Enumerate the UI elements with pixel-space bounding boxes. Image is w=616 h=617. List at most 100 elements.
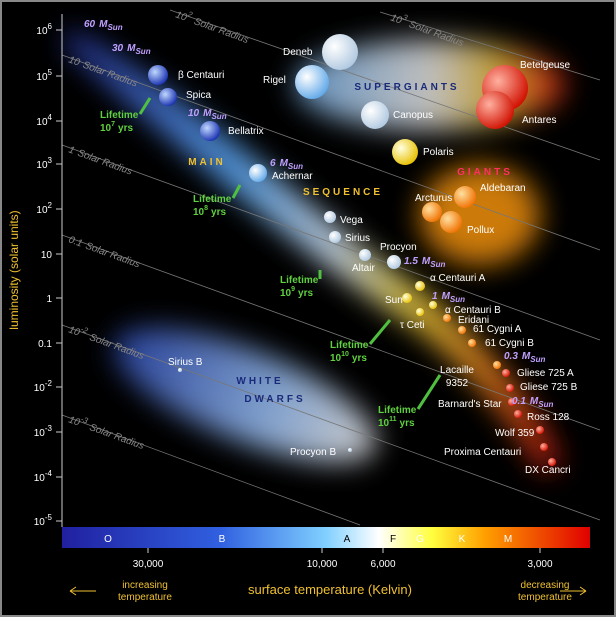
lifetime-value: 1011 yrs	[378, 416, 415, 429]
text-part: 10	[280, 288, 292, 299]
star	[508, 398, 516, 406]
radius-line	[61, 144, 601, 341]
x-axis-label: surface temperature (Kelvin)	[248, 582, 412, 597]
text-part: M	[442, 291, 451, 302]
y-tick-label: 10-3	[34, 424, 53, 439]
text-part: Sun	[288, 162, 303, 171]
x-tick-label: 10,000	[307, 559, 338, 570]
text-part: Sun	[430, 260, 445, 269]
lifetime-label: Lifetime	[330, 340, 369, 351]
star	[159, 88, 177, 106]
lifetime-pointer	[416, 374, 442, 410]
lifetime-pointer	[138, 97, 152, 115]
x-axis-note: temperature	[518, 592, 572, 603]
text-part: Sun	[135, 47, 150, 56]
text-part: M	[99, 19, 108, 30]
text-part: 0.3	[504, 351, 518, 362]
star-label: Lacaille	[440, 365, 474, 376]
y-tick-label: 10	[41, 250, 53, 261]
star	[402, 293, 412, 303]
text-part: 10	[67, 54, 82, 68]
star	[200, 121, 220, 141]
main-sequence-glow	[65, 30, 560, 475]
star	[249, 164, 267, 182]
text-part: 8	[204, 205, 208, 212]
x-tick-label: 6,000	[370, 559, 395, 570]
star-label: α Centauri B	[445, 305, 501, 316]
x-tick-label: 3,000	[527, 559, 552, 570]
spectral-class: M	[504, 534, 512, 545]
star-label: Pollux	[467, 225, 494, 236]
radius-line	[61, 324, 601, 521]
right-arrow	[560, 586, 587, 596]
star-label: Spica	[186, 90, 211, 101]
text-part: -3	[79, 415, 89, 426]
star	[506, 384, 514, 392]
text-part: -2	[45, 379, 53, 388]
text-part: 7	[111, 121, 115, 128]
lifetime-pointer	[368, 319, 392, 345]
star-label: Polaris	[423, 147, 454, 158]
text-part: 10	[100, 123, 112, 134]
lifetime-value: 108 yrs	[193, 205, 226, 218]
text-part: 10	[389, 12, 404, 26]
x-tick-label: 30,000	[133, 559, 164, 570]
star-label: DX Cancri	[525, 465, 571, 476]
text-part: 10	[36, 117, 48, 128]
text-part: 2	[186, 9, 195, 20]
text-part: M	[203, 108, 212, 119]
region-label: DWARFS	[244, 394, 305, 405]
mass-label: 0.3 MSun	[504, 351, 545, 364]
mass-label: 6 MSun	[270, 158, 303, 171]
spectral-class: F	[390, 534, 396, 545]
star-label: 61 Cygni A	[473, 324, 522, 335]
text-part: -3	[45, 424, 53, 433]
star-label: Canopus	[393, 110, 433, 121]
text-part: 3	[48, 156, 53, 165]
star-label: Wolf 359	[495, 428, 535, 439]
text-part: 4	[48, 113, 53, 122]
star-label: Altair	[352, 263, 375, 274]
star-label: Eridani	[458, 315, 489, 326]
star-label: Procyon	[380, 242, 417, 253]
text-part: yrs	[352, 353, 367, 364]
y-tick-label: 10-5	[34, 513, 53, 528]
y-tick-label: 104	[36, 113, 52, 128]
y-tick-label: 105	[36, 68, 52, 83]
star-label: Ross 128	[527, 412, 570, 423]
star-label: β Centauri	[178, 70, 224, 81]
text-part: 60	[84, 19, 96, 30]
text-part: 3	[401, 13, 409, 23]
star-label: Gliese 725 A	[517, 368, 574, 379]
giant-glow	[420, 165, 540, 265]
mass-label: 1 MSun	[432, 291, 465, 304]
text-part: yrs	[211, 207, 226, 218]
star	[178, 368, 182, 372]
text-part: 10	[36, 72, 48, 83]
text-part: 1	[67, 144, 76, 156]
text-part: 1	[432, 291, 438, 302]
star-label: Rigel	[263, 75, 286, 86]
text-part: 6	[48, 22, 53, 31]
lifetime-value: 109 yrs	[280, 286, 313, 299]
text-part: 10	[188, 108, 200, 119]
text-part: 10	[34, 473, 46, 484]
spectral-class: A	[344, 534, 351, 545]
star-label: Bellatrix	[228, 126, 264, 137]
lifetime-label: Lifetime	[280, 275, 319, 286]
star-label: τ Ceti	[400, 320, 425, 331]
lifetime-value: 1010 yrs	[330, 351, 367, 364]
text-part: 10	[67, 414, 82, 428]
text-part: 10	[174, 9, 189, 23]
y-tick-label: 10-4	[34, 469, 53, 484]
text-part: 10	[67, 324, 82, 338]
y-tick-label: 0.1	[38, 339, 52, 350]
text-part: yrs	[118, 123, 133, 134]
mass-label: 10 MSun	[188, 108, 227, 121]
left-arrow	[69, 586, 96, 596]
text-part: Sun	[538, 400, 553, 409]
lifetime-label: Lifetime	[100, 110, 139, 121]
star-label: Sun	[385, 295, 403, 306]
star-label: Barnard's Star	[438, 399, 502, 410]
